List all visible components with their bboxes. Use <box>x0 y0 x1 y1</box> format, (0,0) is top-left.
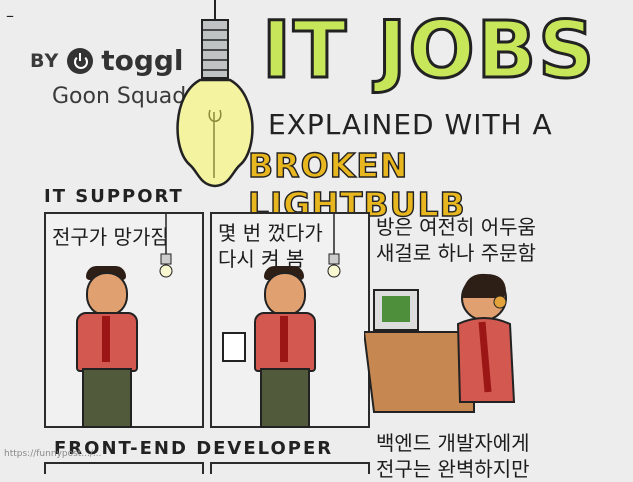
title-line2: EXPLAINED WITH A <box>268 108 553 141</box>
person-head <box>264 272 306 316</box>
person-pants <box>260 368 310 428</box>
panel-3-caption-2: 새걸로 하나 주문함 <box>376 241 536 265</box>
comic-panel-1: 전구가 망가짐 <box>44 212 204 428</box>
hanging-bulb-icon <box>159 214 173 278</box>
panel-4-caption-2: 전구는 완벽하지만 <box>376 457 530 481</box>
panel-4-caption-1: 백엔드 개발자에게 <box>376 431 530 455</box>
desk-phone-scene <box>364 273 516 413</box>
team-name: Goon Squad <box>52 84 187 109</box>
person-tie <box>280 316 288 362</box>
section-front-end: FRONT-END DEVELOPER <box>54 438 334 459</box>
by-label: BY <box>30 49 60 72</box>
comic-panel-2: 몇 번 껐다가 다시 켜 봄 <box>210 212 370 428</box>
person-tie <box>102 316 110 362</box>
brand-row: BY toggl <box>30 44 184 77</box>
comic-panel-5-top <box>44 462 204 474</box>
panel-3-caption-1: 방은 여전히 어두움 <box>376 215 536 239</box>
comic-panel-6-top <box>210 462 370 474</box>
panel-2-caption-1: 몇 번 껐다가 <box>218 221 323 245</box>
brand-name: toggl <box>101 44 184 77</box>
person-head <box>86 272 128 316</box>
person-pants <box>82 368 132 428</box>
source-url: https://funnypost.../... <box>4 449 102 459</box>
title-main: IT JOBS <box>260 5 597 98</box>
light-switch <box>222 332 246 362</box>
power-icon <box>67 47 94 74</box>
hanging-bulb-icon <box>327 214 341 278</box>
lightbulb-illustration <box>176 0 254 188</box>
corner-dash: – <box>6 6 14 25</box>
section-it-support: IT SUPPORT <box>44 186 184 207</box>
panel-1-caption: 전구가 망가짐 <box>52 225 169 249</box>
